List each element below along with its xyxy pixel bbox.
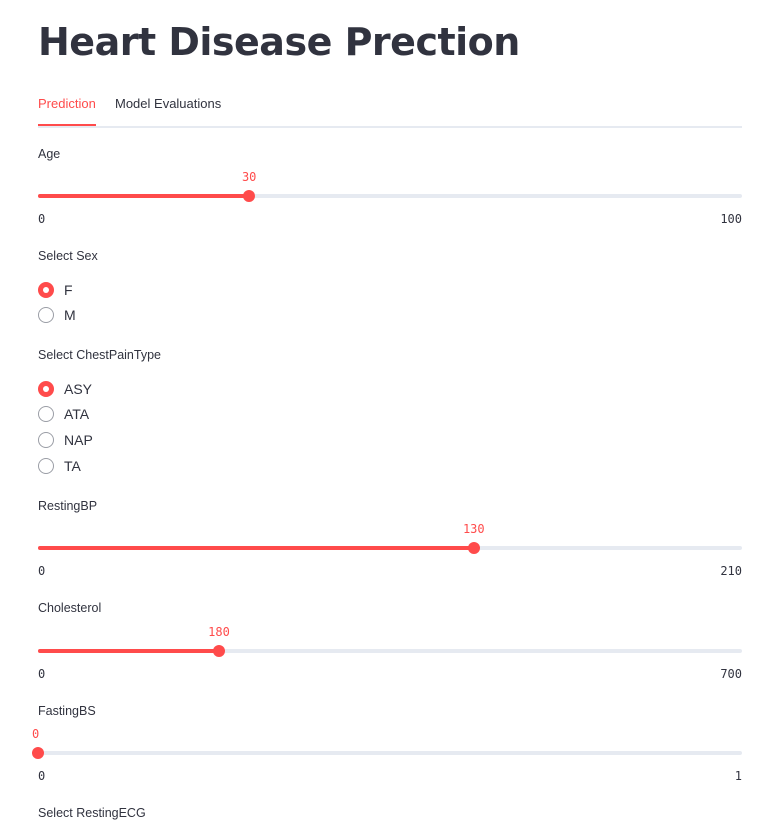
radio-label[interactable]: TA [64,457,81,474]
radio-chest-pain-asy[interactable]: ASY [38,376,93,402]
slider-min: 0 [38,769,46,783]
sex-label: Select Sex [38,249,98,263]
slider-value: 0 [32,727,40,741]
slider-min: 0 [38,212,46,226]
page-title: Heart Disease Prection [38,20,520,64]
radio-label[interactable]: NAP [64,431,93,448]
slider-value: 30 [241,170,257,184]
radio-sex-m[interactable]: M [38,303,76,329]
tab-bar: Prediction Model Evaluations [38,88,742,128]
radio-chest-pain-ata[interactable]: ATA [38,402,93,428]
resting-bp-slider[interactable]: 130 0 210 [38,519,742,579]
slider-track[interactable] [38,751,742,755]
slider-max: 1 [734,769,742,783]
tab-model-evaluations[interactable]: Model Evaluations [115,96,222,111]
radio-unchecked-icon[interactable] [38,406,54,423]
slider-thumb[interactable] [213,645,226,657]
radio-checked-icon[interactable] [38,380,54,397]
radio-checked-icon[interactable] [38,281,54,298]
slider-track[interactable] [38,194,742,198]
radio-unchecked-icon[interactable] [38,457,54,474]
fasting-bs-slider[interactable]: 0 0 1 [32,724,742,784]
radio-unchecked-icon[interactable] [38,431,54,448]
radio-unchecked-icon[interactable] [38,307,54,324]
slider-fill [38,546,474,550]
resting-ecg-label: Select RestingECG [38,806,146,820]
radio-chest-pain-nap[interactable]: NAP [38,427,93,453]
tab-prediction[interactable]: Prediction [38,88,96,126]
radio-label[interactable]: M [64,307,76,324]
slider-max: 210 [720,564,742,578]
chest-pain-label: Select ChestPainType [38,348,161,362]
slider-thumb[interactable] [467,542,480,554]
cholesterol-label: Cholesterol [38,601,102,615]
slider-fill [38,649,220,653]
radio-chest-pain-ta[interactable]: TA [38,453,93,479]
fasting-bs-label: FastingBS [38,704,96,718]
slider-max: 700 [720,667,742,681]
slider-track[interactable] [38,649,742,653]
age-slider[interactable]: 30 0 100 [38,167,742,227]
radio-label[interactable]: ATA [64,406,90,423]
slider-value: 130 [462,522,485,536]
resting-bp-label: RestingBP [38,499,98,513]
slider-min: 0 [38,564,46,578]
cholesterol-slider[interactable]: 180 0 700 [38,622,742,682]
radio-label[interactable]: F [64,281,73,298]
radio-sex-f[interactable]: F [38,277,76,303]
slider-min: 0 [38,667,46,681]
radio-label[interactable]: ASY [64,380,93,397]
sex-radio-group: F M [38,277,76,328]
age-label: Age [38,147,61,161]
slider-fill [38,194,250,198]
slider-max: 100 [720,212,742,226]
slider-value: 180 [208,625,230,639]
slider-thumb[interactable] [243,190,256,202]
chest-pain-radio-group: ASY ATA NAP TA [38,376,93,478]
slider-thumb[interactable] [32,747,44,759]
